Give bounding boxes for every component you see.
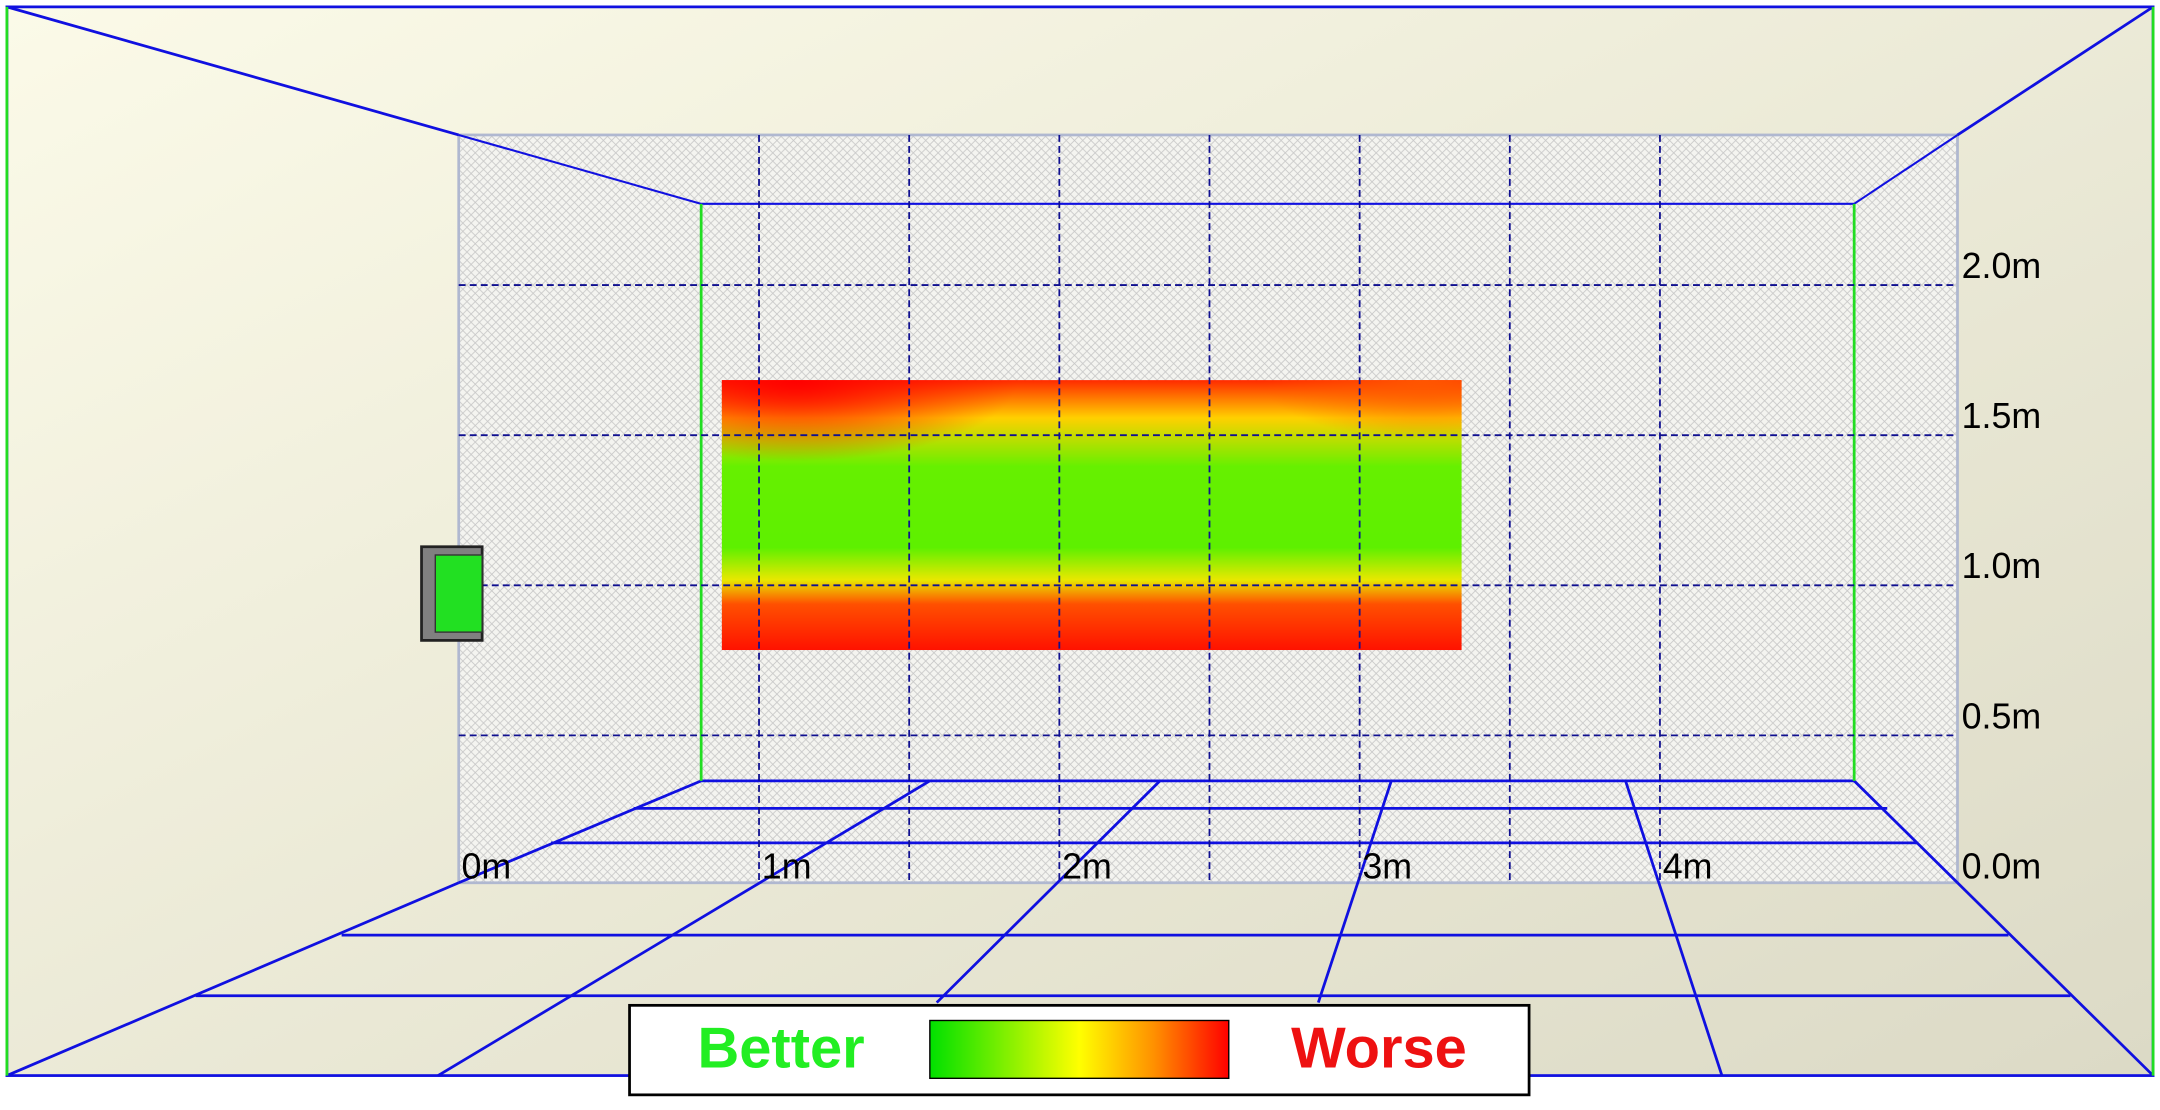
inner-edges — [458, 133, 1959, 205]
thermostat — [420, 545, 484, 642]
x-label: 0m — [461, 846, 511, 886]
heatmap — [721, 380, 1462, 651]
y-label: 1.5m — [1962, 396, 2042, 436]
legend-better: Better — [698, 1016, 865, 1080]
grid — [458, 134, 1958, 883]
x-label: 2m — [1062, 846, 1112, 886]
x-label: 4m — [1663, 846, 1713, 886]
y-label: 0.0m — [1962, 846, 2042, 886]
y-label: 1.0m — [1962, 546, 2042, 586]
y-label: 2.0m — [1962, 246, 2042, 286]
x-label: 3m — [1362, 846, 1412, 886]
legend: Better Worse — [628, 1003, 1531, 1097]
y-label: 0.5m — [1962, 696, 2042, 736]
vertical-edges — [5, 6, 2155, 1076]
legend-worse: Worse — [1291, 1016, 1467, 1080]
room-edges — [5, 5, 2155, 1077]
x-label: 1m — [762, 846, 812, 886]
